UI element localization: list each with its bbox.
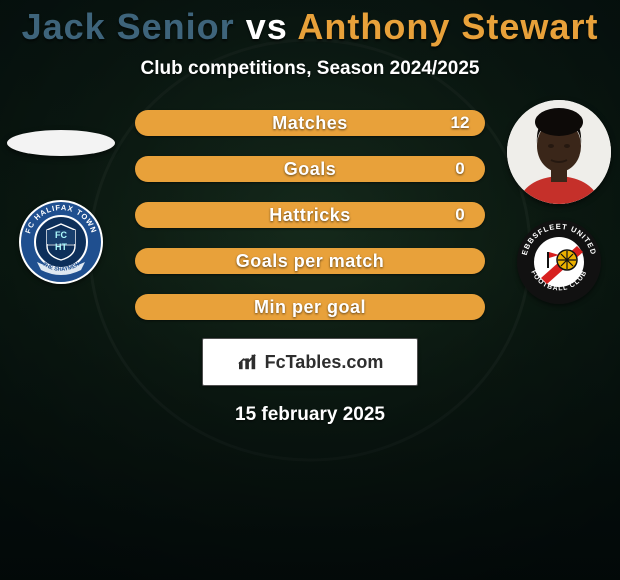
stat-value-left xyxy=(135,110,185,136)
stat-row: Goals0 xyxy=(135,156,485,182)
stat-value-right xyxy=(435,248,485,274)
stat-value-left xyxy=(135,202,185,228)
comparison-card: Jack Senior vs Anthony Stewart Club comp… xyxy=(0,0,620,580)
title-player2: Anthony Stewart xyxy=(297,6,598,47)
content: Jack Senior vs Anthony Stewart Club comp… xyxy=(0,0,620,580)
title-vs: vs xyxy=(246,6,288,47)
stat-value-left xyxy=(135,156,185,182)
player2-headshot xyxy=(507,100,611,204)
player2-crest: EBBSFLEET UNITED FOOTBALL CLUB xyxy=(517,220,601,304)
stat-value-left xyxy=(135,294,185,320)
stat-value-right: 0 xyxy=(435,202,485,228)
page-title: Jack Senior vs Anthony Stewart xyxy=(0,0,620,48)
title-player1: Jack Senior xyxy=(22,6,235,47)
stat-label: Matches xyxy=(135,110,485,136)
player1-crest: FC HALIFAX TOWN FC HT THE SHAYMEN xyxy=(19,200,103,284)
brand-text: FcTables.com xyxy=(265,352,384,373)
player2-column: EBBSFLEET UNITED FOOTBALL CLUB xyxy=(504,100,614,304)
stat-value-right xyxy=(435,294,485,320)
arena: FC HALIFAX TOWN FC HT THE SHAYMEN xyxy=(0,110,620,320)
svg-text:FC: FC xyxy=(55,230,67,240)
stat-row: Goals per match xyxy=(135,248,485,274)
stat-label: Min per goal xyxy=(135,294,485,320)
stat-row: Matches12 xyxy=(135,110,485,136)
svg-text:HT: HT xyxy=(55,242,67,252)
stat-row: Hattricks0 xyxy=(135,202,485,228)
stat-value-left xyxy=(135,248,185,274)
stat-label: Goals per match xyxy=(135,248,485,274)
brand-box[interactable]: FcTables.com xyxy=(202,338,418,386)
player1-column: FC HALIFAX TOWN FC HT THE SHAYMEN xyxy=(6,100,116,284)
chart-icon xyxy=(237,353,259,371)
stat-value-right: 12 xyxy=(435,110,485,136)
subtitle: Club competitions, Season 2024/2025 xyxy=(0,58,620,80)
stat-bars: Matches12Goals0Hattricks0Goals per match… xyxy=(135,110,485,320)
stat-label: Goals xyxy=(135,156,485,182)
stat-label: Hattricks xyxy=(135,202,485,228)
date: 15 february 2025 xyxy=(0,404,620,426)
player1-headshot xyxy=(7,130,115,156)
stat-row: Min per goal xyxy=(135,294,485,320)
stat-value-right: 0 xyxy=(435,156,485,182)
